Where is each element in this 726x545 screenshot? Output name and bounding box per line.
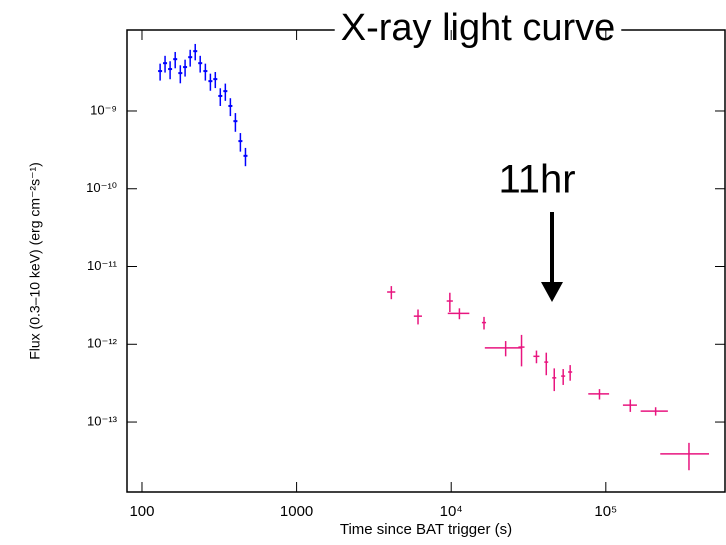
y-tick-label: 10⁻¹³ [87, 413, 118, 428]
y-tick-label: 10⁻¹¹ [87, 258, 118, 273]
chart-title: X-ray light curve [341, 7, 616, 49]
annotation: 11hr [498, 158, 575, 202]
plot-frame [126, 29, 726, 493]
x-tick-label: 1000 [280, 503, 313, 520]
x-axis-label: Time since BAT trigger (s) [340, 521, 512, 538]
x-tick-label: 100 [129, 503, 154, 520]
y-tick-label: 10⁻¹² [87, 336, 118, 351]
title-background [334, 7, 622, 50]
y-axis-label: Flux (0.3–10 keV) (erg cm⁻²s⁻¹) [27, 162, 43, 360]
x-tick-label: 10⁴ [440, 503, 463, 520]
y-tick-label: 10⁻¹⁰ [86, 180, 117, 195]
y-tick-label: 10⁻⁹ [90, 102, 117, 117]
annotation-arrowhead [541, 282, 563, 302]
x-tick-label: 10⁵ [594, 503, 617, 520]
